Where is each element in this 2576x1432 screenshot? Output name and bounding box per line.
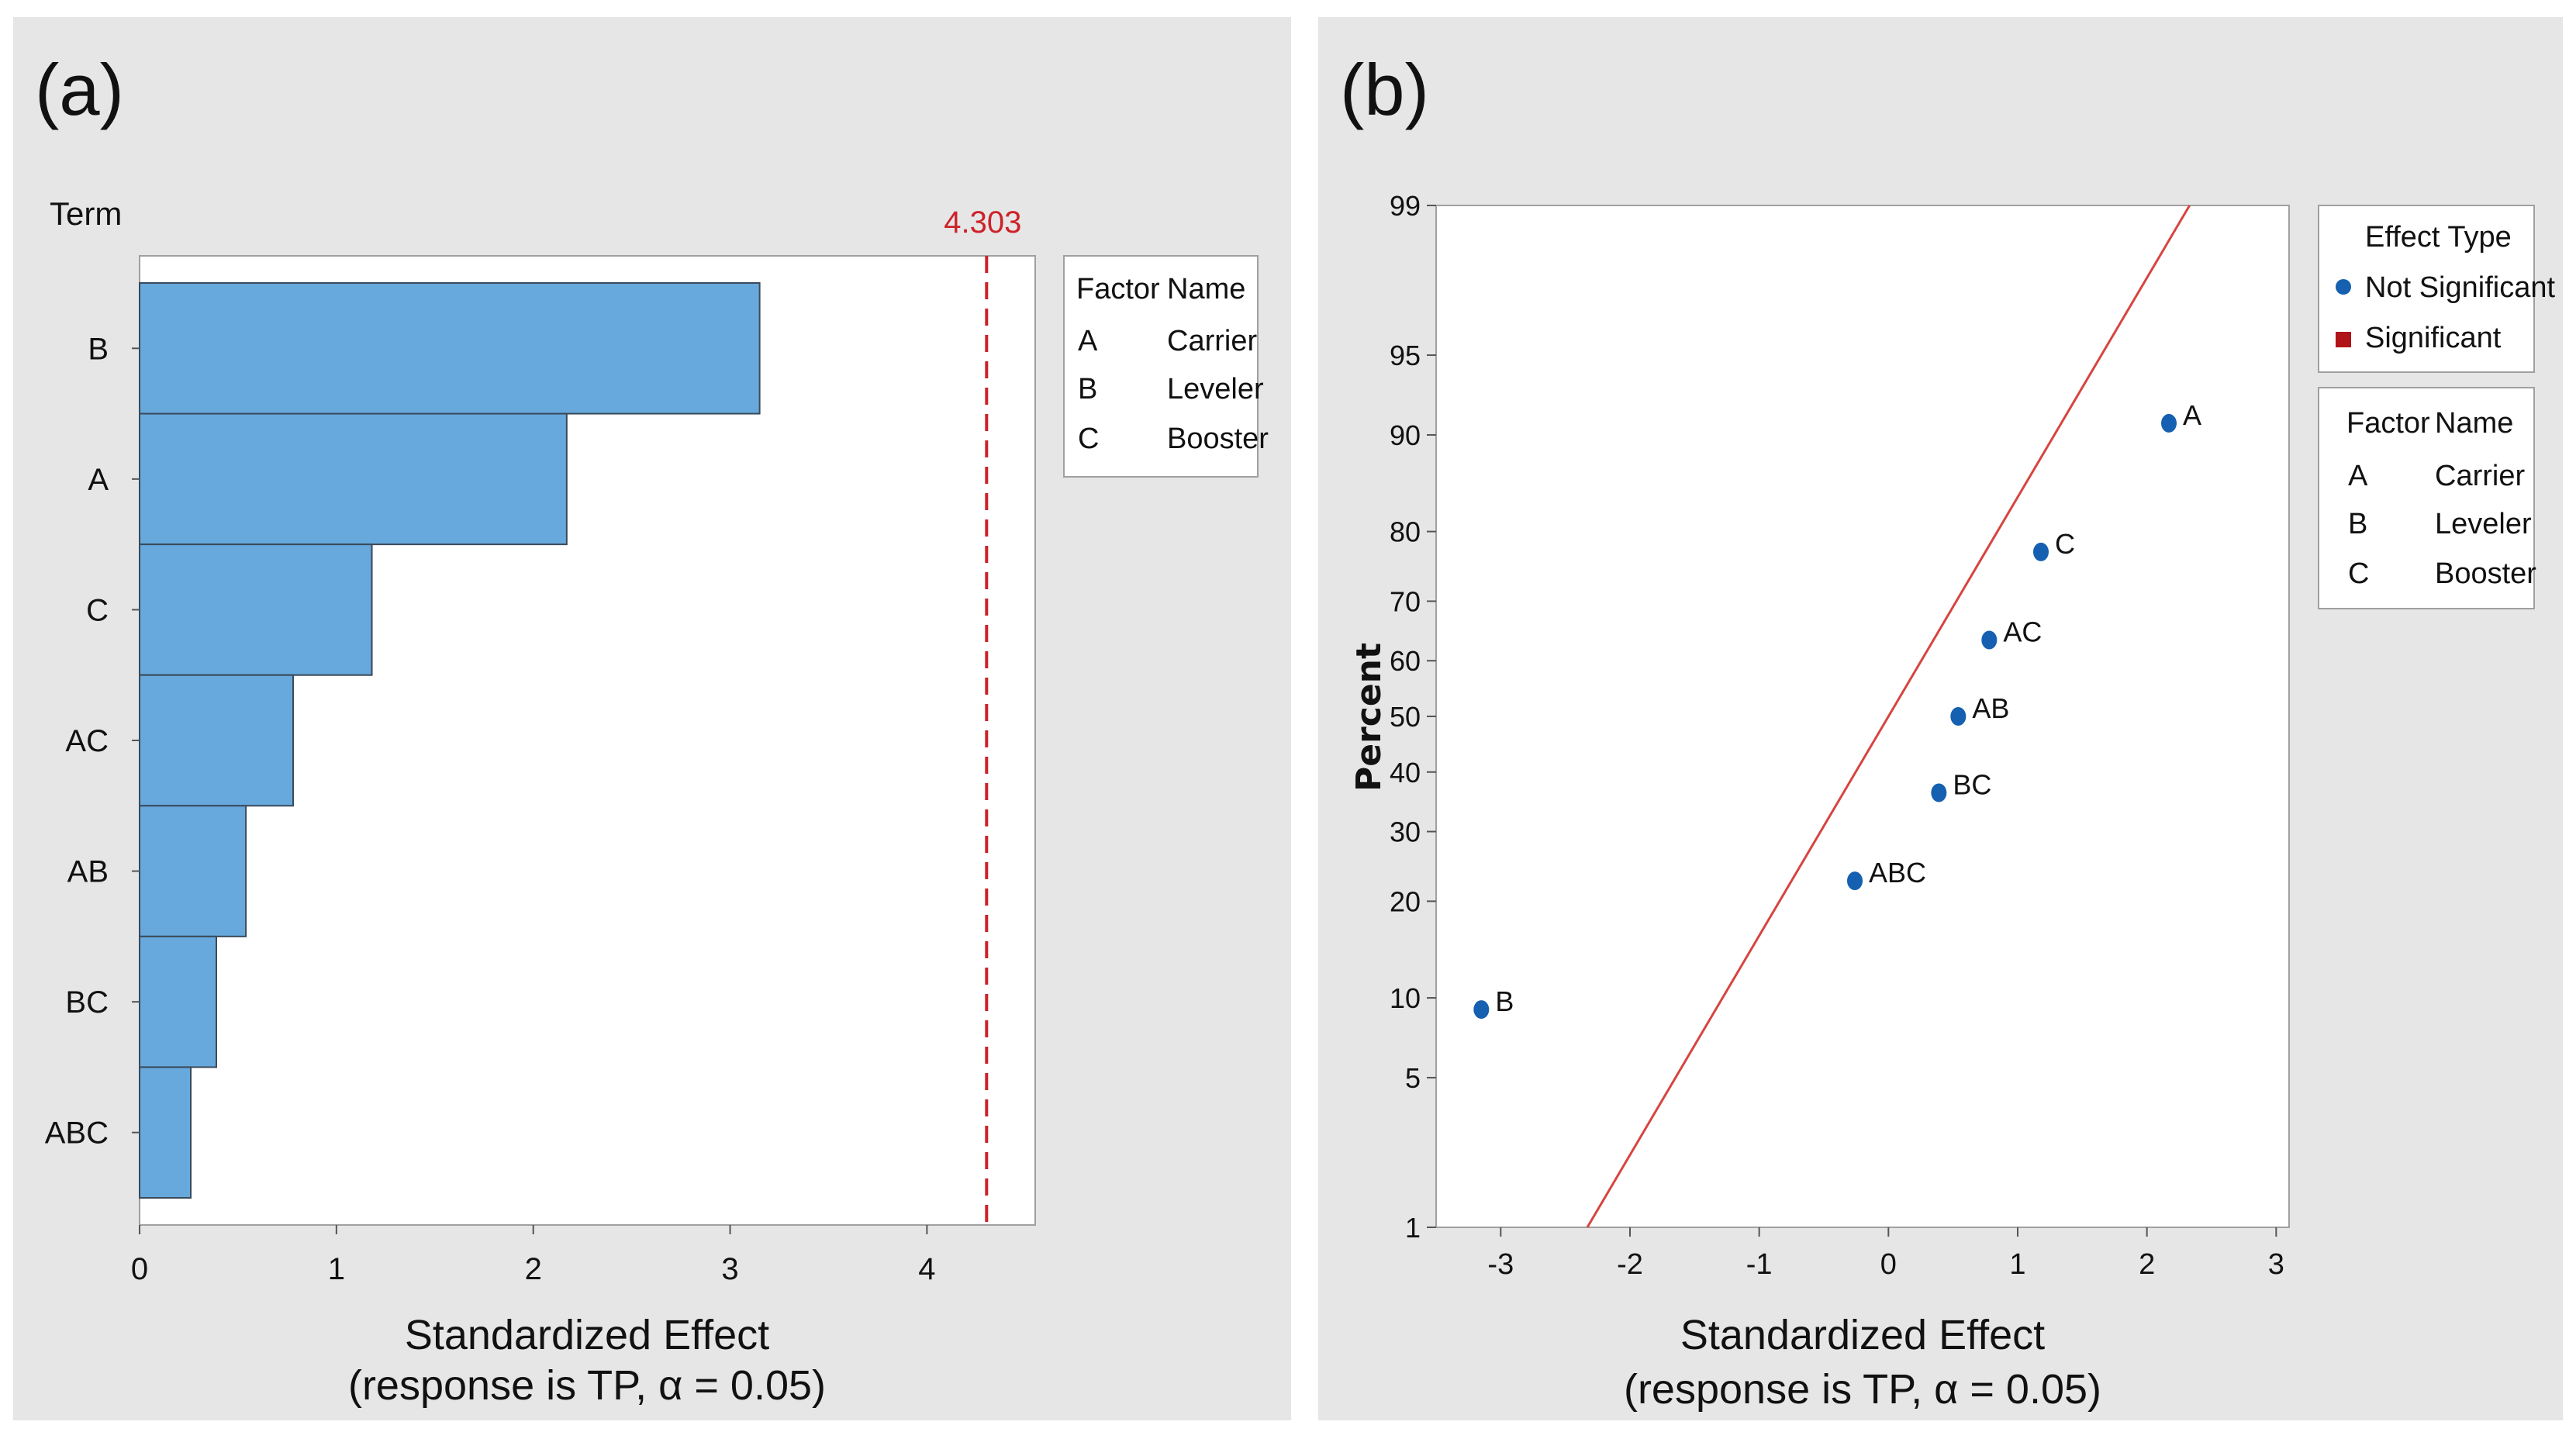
not-significant-marker-icon: [2336, 279, 2351, 295]
legend-header-factor: Factor: [1076, 273, 1160, 305]
x-tick-label: 0: [131, 1252, 148, 1286]
point-abc: [1847, 871, 1863, 891]
x-tick-label: 0: [1880, 1248, 1897, 1281]
legend-factor-code: B: [1078, 373, 1097, 405]
bar-bc: [139, 935, 217, 1068]
legend-factor-code: A: [1078, 325, 1098, 357]
x-tick-label: 3: [721, 1252, 738, 1286]
y-tick-label: 70: [1390, 585, 1421, 617]
legend-factor-code: C: [2348, 557, 2369, 590]
y-tick-label: C: [86, 593, 109, 627]
pareto-factor-legend: Factor Name A Carrier B Leveler C Booste…: [1063, 255, 1269, 478]
legend-factor-name: Booster: [1167, 423, 1269, 455]
y-tick-label: 5: [1405, 1062, 1421, 1094]
legend-box: [2318, 387, 2535, 609]
normal-plot-x-axis-title: Standardized Effect: [1680, 1312, 2045, 1358]
point-c: [2033, 542, 2049, 561]
fitted-line: [1586, 205, 2191, 1228]
y-tick-label: 1: [1405, 1212, 1421, 1244]
legend-factor-name: Carrier: [1167, 325, 1257, 357]
bar-b: [139, 282, 761, 415]
bar-abc: [139, 1066, 192, 1199]
legend-factor-name: Leveler: [2435, 508, 2532, 540]
legend-factor-name: Booster: [2435, 557, 2536, 590]
y-tick-label: BC: [65, 985, 109, 1020]
x-tick-label: 4: [918, 1252, 935, 1286]
legend-factor-code: C: [1078, 423, 1099, 455]
effect-legend-title: Effect Type: [2365, 221, 2512, 254]
y-tick-label: 10: [1390, 982, 1421, 1014]
panel-b-label: (b): [1340, 49, 1429, 130]
significant-marker-icon: [2336, 332, 2351, 347]
normal-plot-y-axis-title: Percent: [1349, 643, 1389, 792]
effect-legend-box: [2318, 205, 2535, 373]
normal-plot-factor-legend: Factor Name A Carrier B Leveler C Booste…: [2318, 387, 2536, 609]
point-ab: [1950, 707, 1967, 726]
point-bc: [1931, 783, 1947, 802]
y-tick-label: 95: [1390, 340, 1421, 371]
bar-ab: [139, 805, 247, 937]
legend-box: [1063, 255, 1259, 478]
x-tick-label: -2: [1617, 1248, 1643, 1281]
x-tick-label: -3: [1487, 1248, 1514, 1281]
legend-factor-name: Leveler: [1167, 373, 1264, 405]
pareto-x-axis-subtitle: (response is TP, α = 0.05): [348, 1362, 826, 1409]
y-tick-label: 30: [1390, 816, 1421, 848]
legend-header-name: Name: [1167, 273, 1245, 305]
legend-header-name: Name: [2435, 407, 2513, 440]
normal-plot-x-axis-subtitle: (response is TP, α = 0.05): [1624, 1366, 2101, 1413]
panel-a-label: (a): [35, 49, 124, 130]
y-tick-label: B: [88, 332, 109, 366]
point-label: B: [1495, 985, 1514, 1017]
bar-ac: [139, 674, 294, 807]
bar-a: [139, 412, 568, 546]
y-tick-label: 90: [1390, 419, 1421, 451]
bar-c: [139, 543, 373, 676]
x-tick-label: 3: [2268, 1248, 2284, 1281]
point-label: BC: [1953, 769, 1991, 801]
y-tick-label: AB: [67, 855, 109, 889]
point-label: C: [2055, 528, 2075, 560]
x-tick-label: 2: [525, 1252, 542, 1286]
effect-legend-item: Not Significant: [2365, 271, 2555, 304]
y-tick-label: 99: [1390, 190, 1421, 222]
legend-factor-code: B: [2348, 508, 2367, 540]
y-tick-label: AC: [65, 724, 109, 758]
normal-plot-area: [1435, 205, 2290, 1228]
point-label: ABC: [1869, 857, 1926, 889]
y-tick-label: ABC: [45, 1116, 109, 1151]
reference-line-label: 4.303: [944, 205, 1021, 240]
point-label: A: [2183, 399, 2201, 431]
point-ac: [1981, 630, 1998, 650]
y-tick-label: 60: [1390, 645, 1421, 677]
x-tick-label: -1: [1746, 1248, 1773, 1281]
legend-factor-code: A: [2348, 460, 2368, 492]
effect-legend-item: Significant: [2365, 322, 2502, 354]
point-label: AB: [1972, 692, 2009, 724]
x-tick-label: 1: [2009, 1248, 2025, 1281]
x-tick-label: 2: [2139, 1248, 2155, 1281]
y-tick-label: 50: [1390, 701, 1421, 733]
term-axis-header: Term: [50, 195, 122, 232]
y-tick-label: 80: [1390, 516, 1421, 548]
y-tick-label: A: [88, 463, 109, 497]
point-a: [2161, 413, 2177, 433]
pareto-x-axis-title: Standardized Effect: [405, 1312, 769, 1358]
y-tick-label: 20: [1390, 885, 1421, 917]
y-tick-label: 40: [1390, 757, 1421, 788]
legend-header-factor: Factor: [2346, 407, 2430, 440]
x-tick-label: 1: [328, 1252, 345, 1286]
point-label: AC: [2003, 616, 2042, 647]
effect-type-legend: Effect Type Not Significant Significant: [2318, 205, 2555, 373]
point-b: [1473, 1000, 1490, 1020]
legend-factor-name: Carrier: [2435, 460, 2525, 492]
